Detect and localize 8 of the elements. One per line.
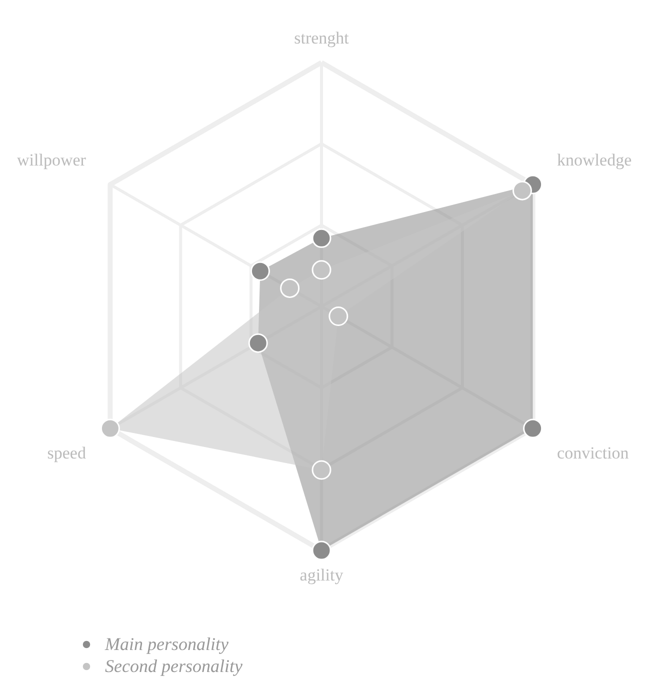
spoke-label: strenght: [294, 28, 350, 48]
spoke-label: agility: [300, 565, 344, 584]
spoke-label: knowledge: [557, 150, 632, 170]
spoke-label: speed: [47, 443, 86, 462]
spoke-label: conviction: [557, 443, 630, 462]
legend-label: Second personality: [105, 656, 242, 676]
spoke-label: willpower: [17, 150, 86, 170]
legend-label: Main personality: [105, 634, 228, 654]
